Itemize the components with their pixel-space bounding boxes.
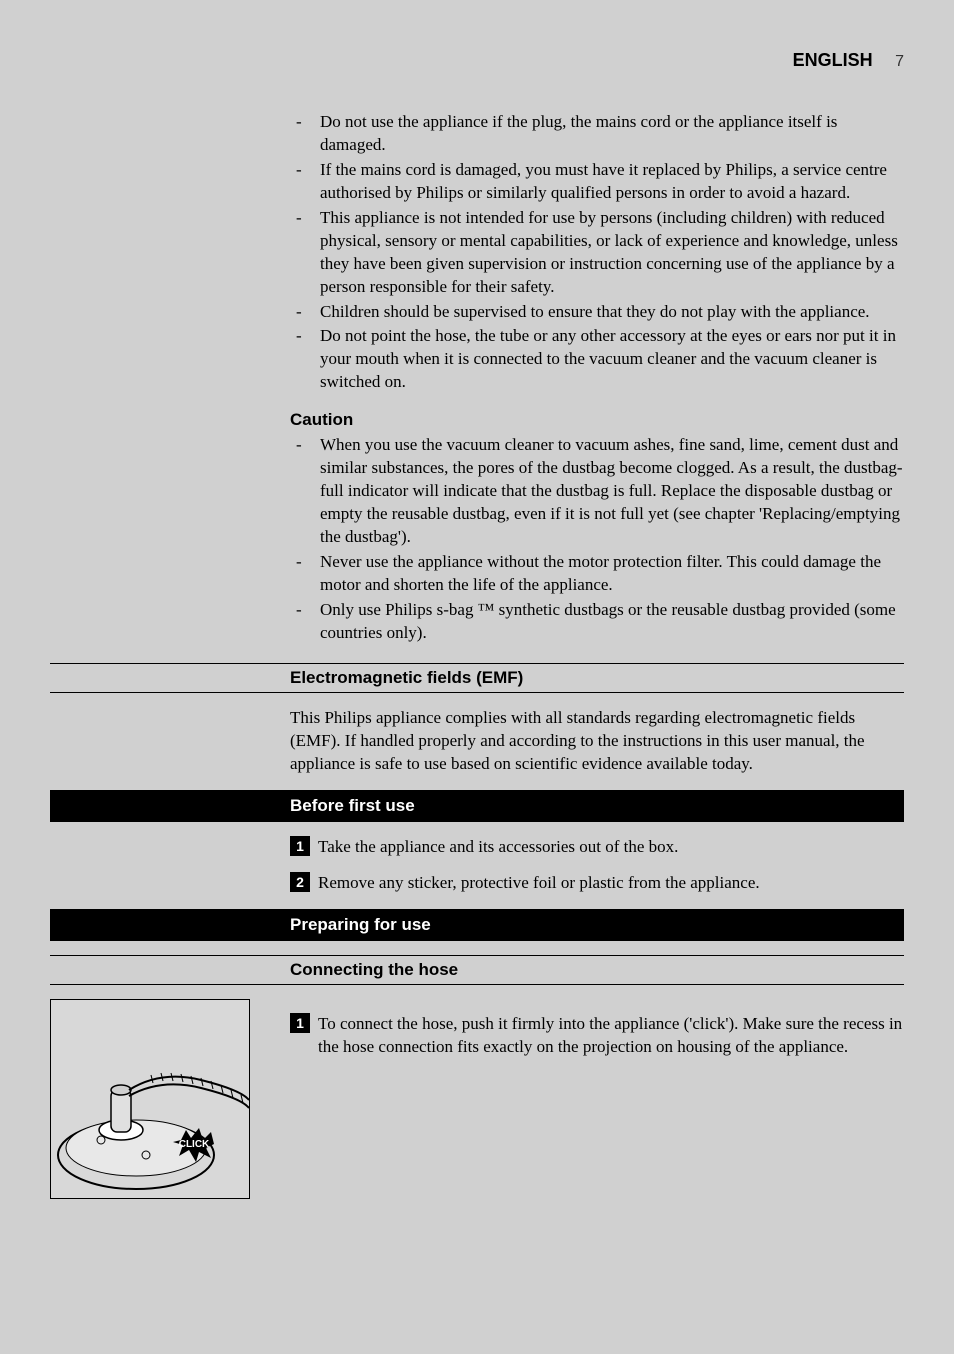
page-number: 7: [895, 53, 904, 70]
step-row: 2 Remove any sticker, protective foil or…: [290, 872, 904, 895]
caution-item: When you use the vacuum cleaner to vacuu…: [290, 434, 904, 549]
warning-item: Do not point the hose, the tube or any o…: [290, 325, 904, 394]
step-number: 1: [290, 1013, 310, 1033]
before-first-use-heading: Before first use: [290, 796, 894, 816]
warnings-list: Do not use the appliance if the plug, th…: [290, 111, 904, 394]
step-row: 1 To connect the hose, push it firmly in…: [290, 1013, 904, 1059]
hose-step-block: 1 To connect the hose, push it firmly in…: [290, 999, 904, 1059]
step-text: Take the appliance and its accessories o…: [318, 836, 678, 859]
before-first-use-bar: Before first use: [50, 790, 904, 822]
before-first-use-steps: 1 Take the appliance and its accessories…: [290, 836, 904, 896]
caution-list: When you use the vacuum cleaner to vacuu…: [290, 434, 904, 644]
caution-item: Never use the appliance without the moto…: [290, 551, 904, 597]
page-header: ENGLISH 7: [50, 50, 904, 71]
caution-heading: Caution: [290, 410, 904, 430]
vacuum-hose-icon: CLICK: [51, 1000, 250, 1199]
hose-illustration: CLICK: [50, 999, 250, 1199]
step-row: 1 Take the appliance and its accessories…: [290, 836, 904, 859]
hose-section: CLICK 1 To connect the hose, push it fir…: [50, 999, 904, 1199]
warning-item: If the mains cord is damaged, you must h…: [290, 159, 904, 205]
step-text: To connect the hose, push it firmly into…: [318, 1013, 904, 1059]
preparing-heading: Preparing for use: [290, 915, 894, 935]
warning-item: This appliance is not intended for use b…: [290, 207, 904, 299]
step-number: 1: [290, 836, 310, 856]
step-text: Remove any sticker, protective foil or p…: [318, 872, 760, 895]
emf-body: This Philips appliance complies with all…: [290, 707, 904, 776]
emf-heading: Electromagnetic fields (EMF): [290, 664, 904, 692]
connecting-hose-heading: Connecting the hose: [290, 956, 904, 984]
emf-heading-row: Electromagnetic fields (EMF): [50, 663, 904, 693]
connecting-hose-heading-row: Connecting the hose: [50, 955, 904, 985]
warning-item: Do not use the appliance if the plug, th…: [290, 111, 904, 157]
step-number: 2: [290, 872, 310, 892]
language-label: ENGLISH: [793, 50, 873, 70]
click-label: CLICK: [179, 1139, 210, 1150]
preparing-bar: Preparing for use: [50, 909, 904, 941]
emf-body-block: This Philips appliance complies with all…: [290, 707, 904, 776]
warnings-block: Do not use the appliance if the plug, th…: [290, 111, 904, 645]
manual-page: ENGLISH 7 Do not use the appliance if th…: [0, 0, 954, 1354]
caution-item: Only use Philips s-bag ™ synthetic dustb…: [290, 599, 904, 645]
warning-item: Children should be supervised to ensure …: [290, 301, 904, 324]
